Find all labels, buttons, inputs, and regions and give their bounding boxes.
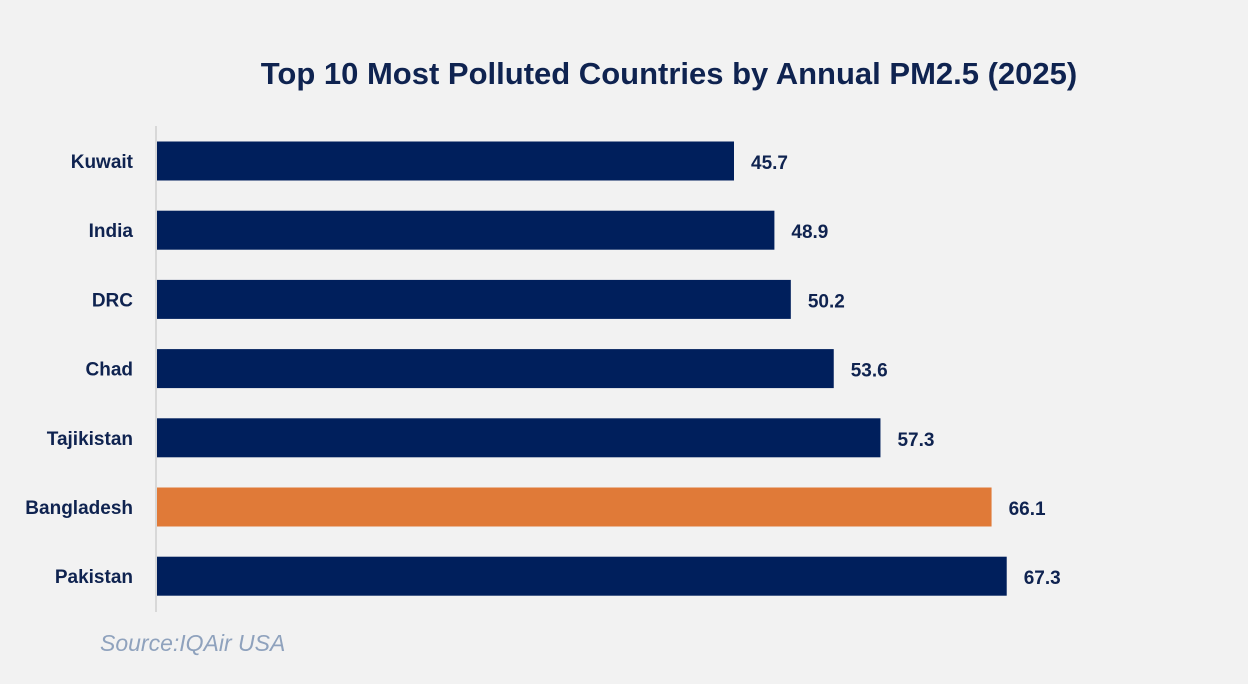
chart-title: Top 10 Most Polluted Countries by Annual… (260, 56, 1078, 91)
category-label-bangladesh: Bangladesh (25, 498, 133, 519)
category-label-chad: Chad (86, 360, 134, 381)
bar-bangladesh (157, 487, 992, 527)
category-label-kuwait: Kuwait (71, 152, 134, 173)
value-label-india: 48.9 (791, 222, 828, 243)
bar-drc (157, 279, 791, 319)
category-label-tajikistan: Tajikistan (47, 429, 133, 450)
value-label-bangladesh: 66.1 (1009, 499, 1046, 520)
value-label-kuwait: 45.7 (751, 153, 788, 174)
bar-chad (157, 349, 834, 389)
value-label-tajikistan: 57.3 (897, 430, 934, 451)
bar-india (157, 210, 775, 250)
bar-pakistan (157, 556, 1007, 596)
value-label-drc: 50.2 (808, 291, 845, 312)
bar-tajikistan (157, 418, 881, 458)
value-label-pakistan: 67.3 (1024, 568, 1061, 589)
bar-kuwait (157, 141, 734, 181)
category-label-pakistan: Pakistan (55, 567, 133, 588)
source-note: Source:IQAir USA (100, 630, 286, 656)
category-label-india: India (89, 221, 134, 242)
value-label-chad: 53.6 (851, 361, 888, 382)
category-label-drc: DRC (92, 290, 133, 311)
